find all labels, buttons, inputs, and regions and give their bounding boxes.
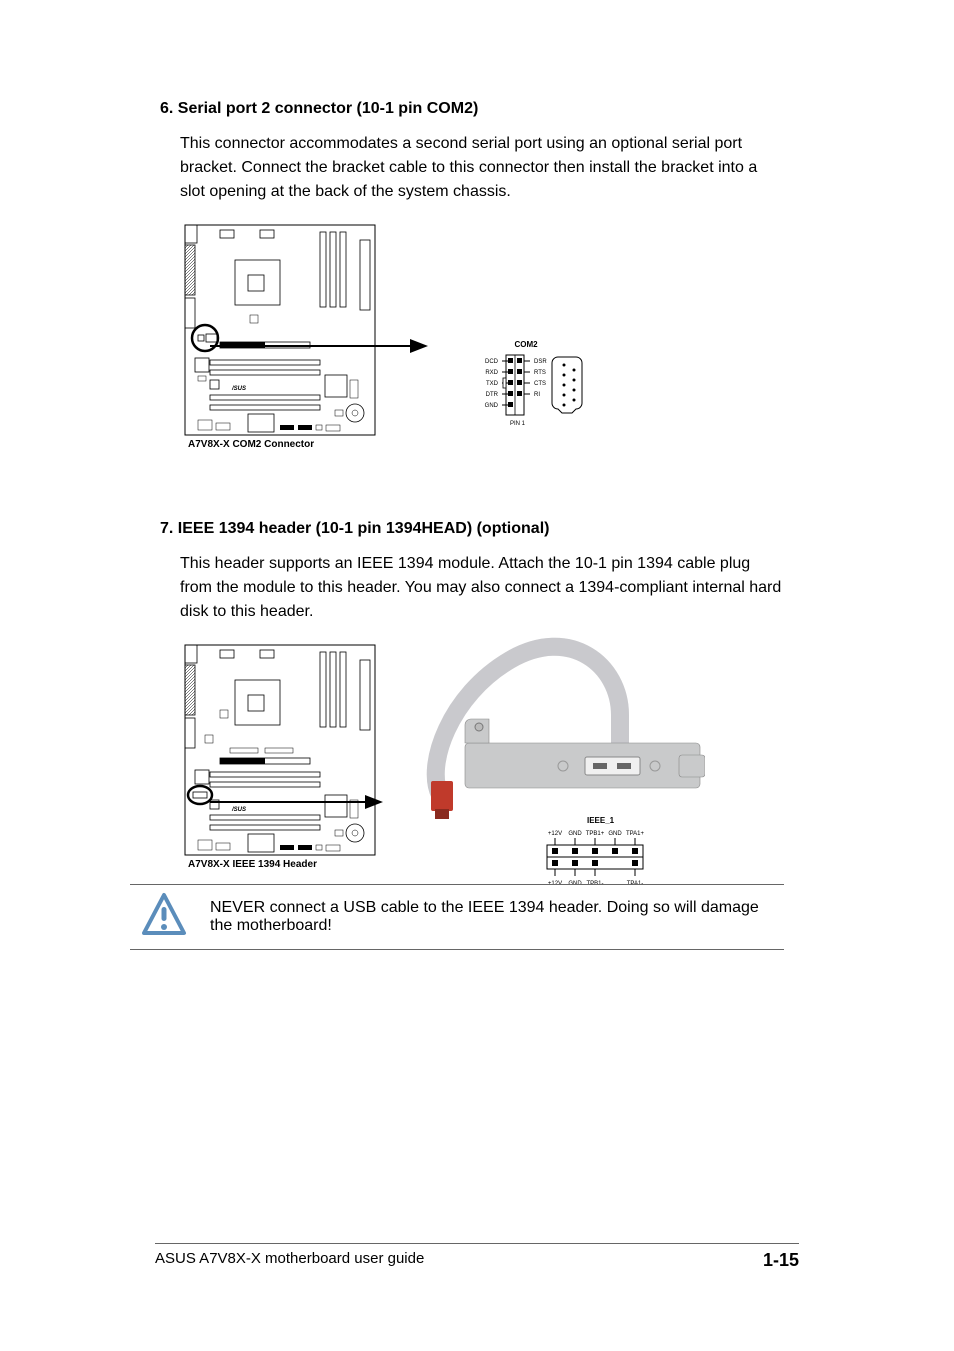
svg-text:+12V: +12V	[548, 831, 562, 837]
item-7-diagram-caption: A7V8X-X IEEE 1394 Header	[180, 859, 380, 870]
arrow-1	[210, 336, 430, 356]
item-6-body: This connector accommodates a second ser…	[0, 118, 954, 204]
item-7-diagram-region: /SUS A7V8X-X IEEE 1394 Header	[0, 640, 954, 860]
motherboard-schematic-2: /SUS A7V8X-X IEEE 1394 Header	[180, 640, 380, 860]
svg-text:TPA1+: TPA1+	[626, 831, 645, 837]
svg-text:PIN 1: PIN 1	[510, 421, 526, 427]
caution-block: NEVER connect a USB cable to the IEEE 13…	[0, 884, 954, 950]
footer-line: ASUS A7V8X-X motherboard user guide 1-15	[155, 1243, 799, 1271]
com2-connector-diagram: COM2 DCD	[430, 325, 620, 445]
svg-text:IEEE_1: IEEE_1	[587, 816, 615, 825]
svg-text:TPB1+: TPB1+	[586, 831, 605, 837]
motherboard-svg-2: /SUS	[180, 640, 380, 860]
item-6-number: 6.	[160, 100, 173, 117]
com2-header-label: COM2	[514, 340, 538, 349]
caution-icon	[140, 891, 188, 939]
svg-text:CTS: CTS	[534, 381, 546, 387]
page-content: 6. Serial port 2 connector (10-1 pin COM…	[0, 0, 954, 1351]
caution-inner: NEVER connect a USB cable to the IEEE 13…	[130, 884, 784, 950]
item-7-header: 7. IEEE 1394 header (10-1 pin 1394HEAD) …	[0, 440, 954, 538]
item-7-title: IEEE 1394 header (10-1 pin 1394HEAD) (op…	[178, 520, 550, 537]
svg-text:DSR: DSR	[534, 359, 547, 365]
caution-text: NEVER connect a USB cable to the IEEE 13…	[210, 899, 784, 935]
svg-text:RXD: RXD	[485, 370, 498, 376]
item-6-diagram-caption: A7V8X-X COM2 Connector	[180, 439, 380, 450]
arrow-2	[210, 792, 385, 812]
svg-text:GND: GND	[608, 831, 622, 837]
svg-text:/SUS: /SUS	[231, 386, 246, 392]
footer-left-text: ASUS A7V8X-X motherboard user guide	[155, 1250, 424, 1271]
footer-page-number: 1-15	[763, 1250, 799, 1271]
item-6-diagram-region: /SUS A7V8X-X COM2 Connector	[0, 220, 954, 440]
page-footer: ASUS A7V8X-X motherboard user guide 1-15	[0, 1237, 954, 1271]
motherboard-schematic-1: /SUS A7V8X-X COM2 Connector	[180, 220, 380, 440]
svg-text:RTS: RTS	[534, 370, 546, 376]
svg-text:GND: GND	[485, 403, 499, 409]
svg-text:GND: GND	[568, 831, 582, 837]
motherboard-svg-1: /SUS	[180, 220, 380, 440]
item-7-body: This header supports an IEEE 1394 module…	[0, 538, 954, 624]
svg-text:DTR: DTR	[486, 392, 499, 398]
svg-text:TXD: TXD	[486, 381, 499, 387]
item-7-number: 7.	[160, 520, 173, 537]
ieee1394-header-diagram: IEEE_1 +12V GND TPB1+ GND TPA1+	[535, 815, 685, 895]
svg-text:RI: RI	[534, 392, 540, 398]
item-6-header: 6. Serial port 2 connector (10-1 pin COM…	[0, 0, 954, 118]
item-6-title: Serial port 2 connector (10-1 pin COM2)	[178, 100, 479, 117]
svg-text:DCD: DCD	[485, 359, 499, 365]
